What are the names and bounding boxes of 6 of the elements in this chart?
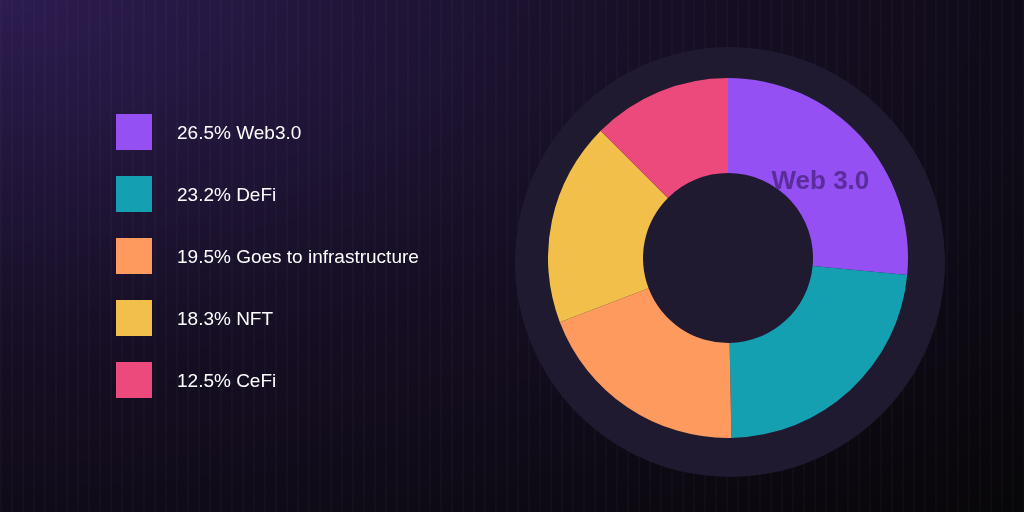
text: 26.5% Web3.0 [177, 121, 302, 143]
legend-label: 19.5% Goes to infrastructure [177, 245, 419, 267]
legend-label: 12.5% CeFi [177, 369, 277, 391]
legend-label: 23.2% DeFi [177, 183, 277, 205]
slice-label: Web 3.0 [771, 164, 870, 195]
legend-label: 18.3% NFT [177, 307, 274, 329]
